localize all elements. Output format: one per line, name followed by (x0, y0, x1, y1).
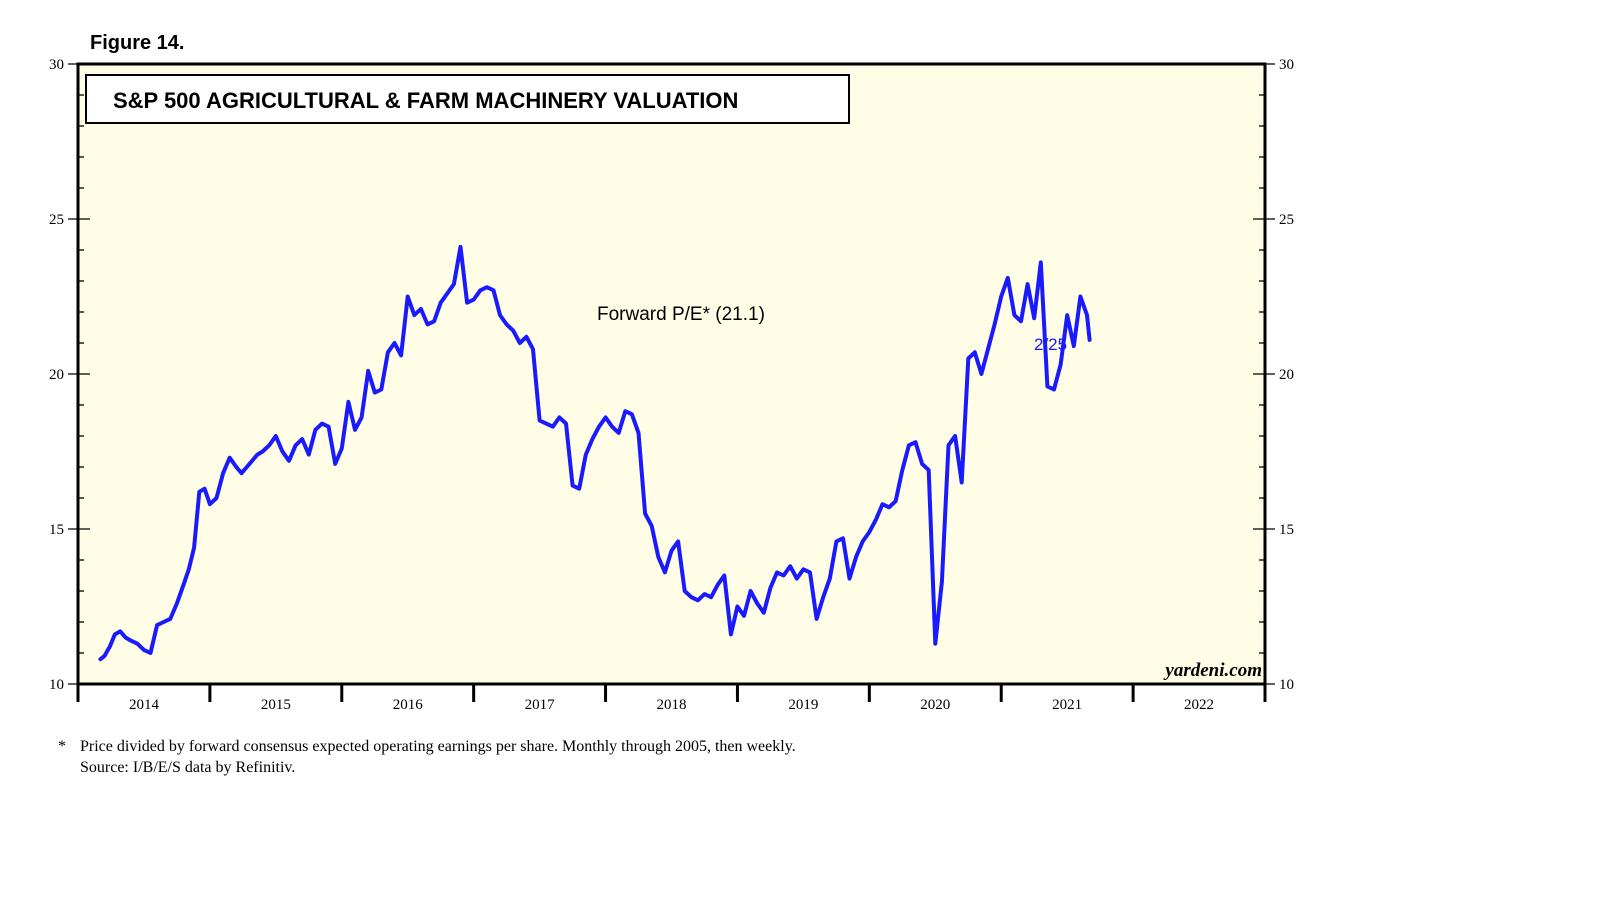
series-label: Forward P/E* (21.1) (597, 304, 765, 325)
x-axis: 2014 2015 2016 2017 2018 2019 2020 2021 2022 (76, 684, 1267, 713)
figure-label: Figure 14. (90, 32, 184, 54)
right-y-tick-label: 25 (1279, 212, 1294, 228)
left-y-tick-label: 15 (49, 522, 64, 538)
left-y-tick-label: 20 (49, 367, 64, 383)
left-y-axis: 10 15 20 25 30 (49, 57, 90, 693)
x-year-label: 2022 (1184, 697, 1214, 713)
footnote-source: Source: I/B/E/S data by Refinitiv. (80, 759, 295, 776)
right-y-axis: 10 15 20 25 30 (1253, 57, 1294, 693)
brand-watermark: yardeni.com (1163, 660, 1262, 681)
right-y-tick-label: 10 (1279, 677, 1294, 693)
forward-pe-line (98, 244, 1092, 662)
right-y-tick-label: 15 (1279, 522, 1294, 538)
x-year-label: 2016 (393, 697, 424, 713)
x-year-label: 2014 (129, 697, 160, 713)
footnote-line-1: Price divided by forward consensus expec… (80, 738, 796, 755)
x-year-label: 2021 (1052, 697, 1082, 713)
left-y-tick-label: 30 (49, 57, 64, 73)
x-year-label: 2018 (657, 697, 687, 713)
title-box (85, 74, 850, 124)
x-year-label: 2017 (525, 697, 556, 713)
plot-area (76, 62, 1267, 686)
series-end-label: 2/25 (1034, 335, 1067, 354)
left-y-tick-label: 10 (49, 677, 64, 693)
chart-title: S&P 500 AGRICULTURAL & FARM MACHINERY VA… (113, 88, 738, 113)
x-year-label: 2020 (920, 697, 950, 713)
x-year-label: 2015 (261, 697, 291, 713)
right-y-tick-label: 30 (1279, 57, 1294, 73)
right-y-tick-label: 20 (1279, 367, 1294, 383)
x-year-label: 2019 (788, 697, 818, 713)
left-y-tick-label: 25 (49, 212, 64, 228)
footnote-marker: * (58, 738, 66, 755)
